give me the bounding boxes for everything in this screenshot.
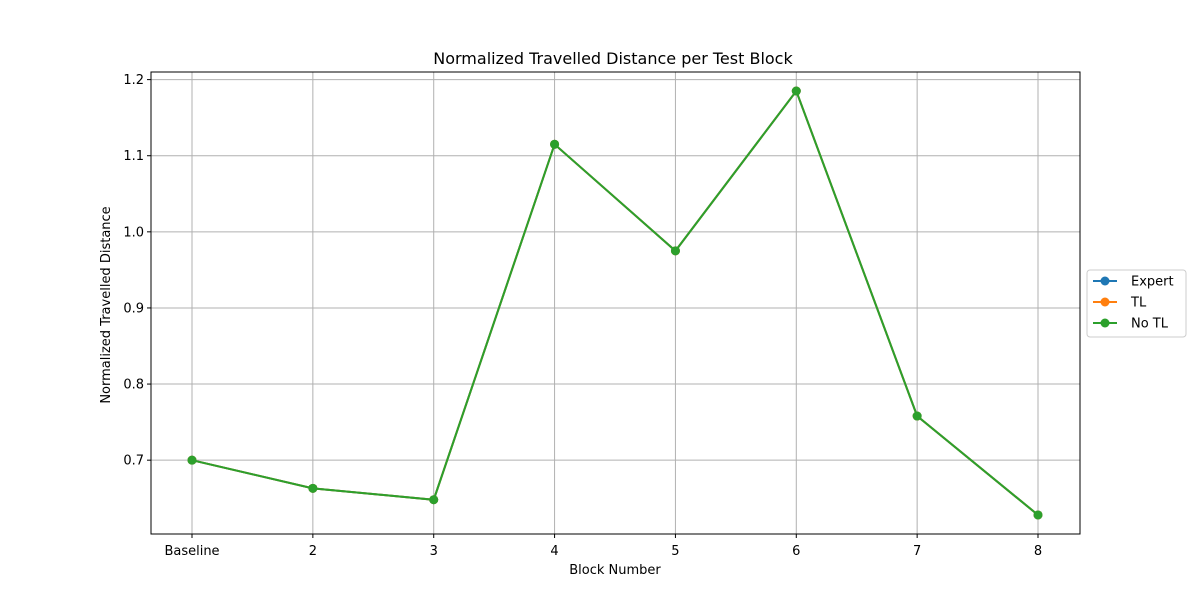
data-point-no-tl [791,86,801,96]
data-point-no-tl [912,411,922,421]
x-axis: Baseline 2 3 4 5 6 7 8 [164,534,1042,559]
data-point-no-tl [670,246,680,256]
legend-label-tl: TL [1130,296,1147,311]
legend: Expert TL No TL [1086,269,1187,338]
legend-marker-expert [1100,276,1110,286]
data-point-no-tl [187,455,197,465]
y-tick-label: 1.1 [123,149,144,164]
legend-marker-tl [1100,297,1110,307]
series-layer [187,86,1043,520]
y-axis: 0.7 0.8 0.9 1.0 1.1 1.2 [123,73,151,469]
x-tick-label: 3 [430,544,438,559]
legend-marker-no-tl [1100,318,1110,328]
series-line-no-tl [191,88,1039,516]
x-tick-label: 7 [913,544,921,559]
grid-lines [151,72,1080,534]
y-axis-label: Normalized Travelled Distance [99,206,114,403]
chart-title: Normalized Travelled Distance per Test B… [433,49,793,68]
y-tick-label: 1.0 [123,225,144,240]
legend-box [1086,269,1187,338]
data-point-no-tl [1033,510,1043,520]
y-tick-label: 0.7 [123,454,144,469]
legend-label-no-tl: No TL [1131,317,1169,332]
legend-label-expert: Expert [1131,275,1174,290]
y-tick-label: 0.8 [123,378,144,393]
x-tick-label: 4 [550,544,558,559]
x-tick-label: 8 [1034,544,1042,559]
y-tick-label: 1.2 [123,73,144,88]
x-tick-label: 2 [309,544,317,559]
data-point-no-tl [550,139,560,149]
x-tick-label: 6 [792,544,800,559]
plot-frame [150,71,1081,535]
y-tick-label: 0.9 [123,301,144,316]
data-point-no-tl [429,495,439,505]
x-axis-label: Block Number [569,563,661,578]
x-tick-label: Baseline [164,544,219,559]
x-tick-label: 5 [671,544,679,559]
data-point-no-tl [308,483,318,493]
series-no-tl [187,86,1043,520]
